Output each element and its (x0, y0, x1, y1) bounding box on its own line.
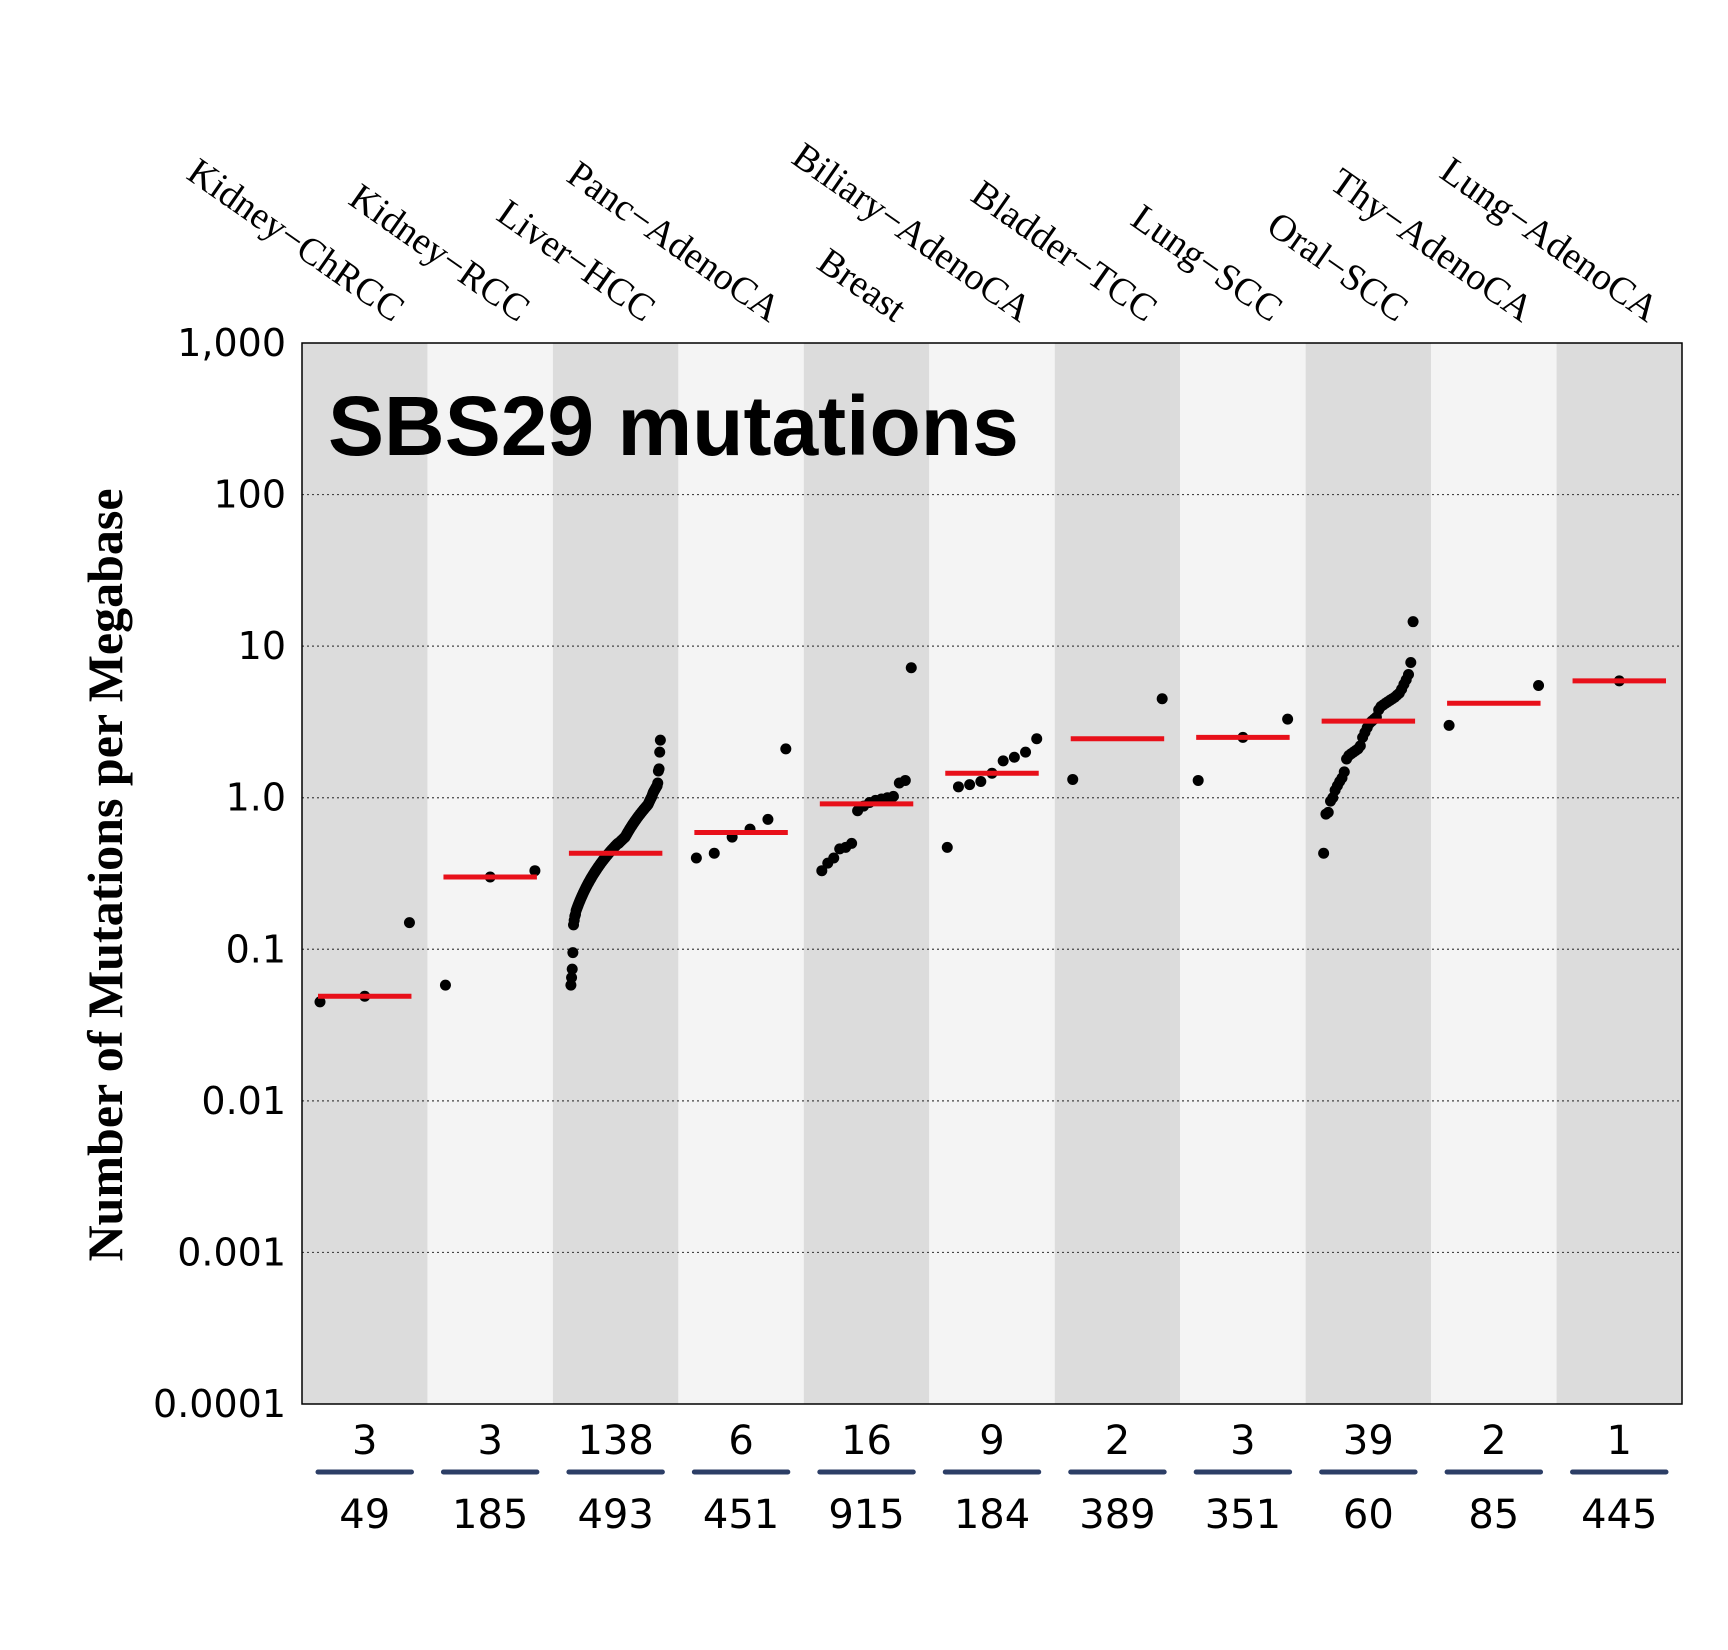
data-point (439, 979, 451, 991)
category-label: Lung−AdenoCA (1433, 149, 1667, 330)
data-point (1031, 733, 1043, 745)
data-point (1067, 773, 1079, 785)
y-axis-label: Number of Mutations per Megabase (77, 488, 133, 1261)
data-point (899, 774, 911, 786)
data-point (1403, 668, 1415, 680)
y-tick-label: 10 (238, 624, 286, 668)
data-point (828, 852, 840, 864)
data-point (654, 746, 666, 758)
data-point (952, 781, 964, 793)
total-count: 351 (1205, 1492, 1281, 1538)
band-6 (1054, 343, 1181, 1404)
data-point (887, 790, 899, 802)
category-bands (302, 343, 1682, 1404)
data-point (1354, 740, 1366, 752)
data-point (997, 755, 1009, 767)
data-point (1338, 766, 1350, 778)
data-point (566, 963, 578, 975)
data-point (690, 852, 702, 864)
y-axis-ticks: 1,000 100 10 1.0 0.1 0.01 0.001 0.0001 (153, 321, 286, 1426)
positive-count: 3 (1230, 1418, 1255, 1464)
band-10 (1556, 343, 1682, 1404)
positive-count: 138 (577, 1418, 653, 1464)
total-count: 445 (1581, 1492, 1657, 1538)
total-count: 451 (703, 1492, 779, 1538)
band-0 (302, 343, 428, 1404)
total-count: 915 (828, 1492, 904, 1538)
total-count: 49 (339, 1492, 390, 1538)
data-point (1405, 656, 1417, 668)
y-tick-label: 0.0001 (153, 1382, 286, 1426)
total-count: 85 (1468, 1492, 1519, 1538)
y-tick-label: 1,000 (177, 321, 286, 365)
data-point (566, 972, 578, 984)
category-label: Panc−AdenoCA (560, 153, 789, 331)
total-count: 389 (1079, 1492, 1155, 1538)
data-point (1322, 806, 1334, 818)
data-point (905, 662, 917, 674)
data-point (1533, 679, 1545, 691)
data-point (708, 847, 720, 859)
data-point (780, 743, 792, 755)
total-count: 493 (577, 1492, 653, 1538)
data-point (816, 865, 828, 877)
data-point (1020, 746, 1032, 758)
data-point (1443, 719, 1455, 731)
data-point (941, 841, 953, 853)
data-point (1282, 713, 1294, 725)
data-point (1156, 693, 1168, 705)
data-point (652, 777, 664, 789)
data-point (846, 837, 858, 849)
positive-count: 2 (1481, 1418, 1506, 1464)
positive-count: 6 (728, 1418, 753, 1464)
data-point (529, 865, 541, 877)
data-point (975, 775, 987, 787)
data-point (567, 947, 579, 959)
data-point (1407, 616, 1419, 628)
data-point (403, 917, 415, 929)
positive-count: 39 (1343, 1418, 1394, 1464)
y-tick-label: 1.0 (226, 776, 286, 820)
band-3 (678, 343, 804, 1404)
data-point (1192, 774, 1204, 786)
category-label: Breast (810, 240, 914, 330)
data-point (1318, 847, 1330, 859)
band-9 (1431, 343, 1557, 1404)
total-count: 185 (452, 1492, 528, 1538)
positive-count: 3 (477, 1418, 502, 1464)
category-label: Kidney−ChRCC (180, 150, 412, 330)
data-point (964, 779, 976, 791)
band-7 (1180, 343, 1306, 1404)
band-8 (1305, 343, 1432, 1404)
positive-count: 2 (1105, 1418, 1130, 1464)
band-5 (929, 343, 1055, 1404)
data-point (314, 996, 326, 1008)
plot-frame (301, 342, 1683, 1405)
y-tick-label: 100 (213, 473, 286, 517)
positive-count: 9 (979, 1418, 1004, 1464)
category-labels: Kidney−ChRCCKidney−RCCLiver−HCCPanc−Aden… (180, 135, 1667, 331)
data-point (654, 734, 666, 746)
sample-counts: 3493185138493645116915918423893351396028… (315, 1418, 1669, 1538)
total-count: 184 (954, 1492, 1030, 1538)
total-count: 60 (1343, 1492, 1394, 1538)
data-point (1008, 751, 1020, 763)
chart-title: SBS29 mutations (328, 379, 1019, 473)
gridlines (302, 493, 1682, 1254)
band-2 (552, 343, 679, 1404)
data-point (653, 763, 665, 775)
y-tick-label: 0.1 (226, 927, 286, 971)
median-lines (318, 678, 1666, 999)
data-point (762, 813, 774, 825)
y-tick-label: 0.01 (201, 1079, 286, 1123)
positive-count: 1 (1607, 1418, 1632, 1464)
y-tick-label: 0.001 (177, 1230, 286, 1274)
positive-count: 3 (352, 1418, 377, 1464)
positive-count: 16 (841, 1418, 892, 1464)
